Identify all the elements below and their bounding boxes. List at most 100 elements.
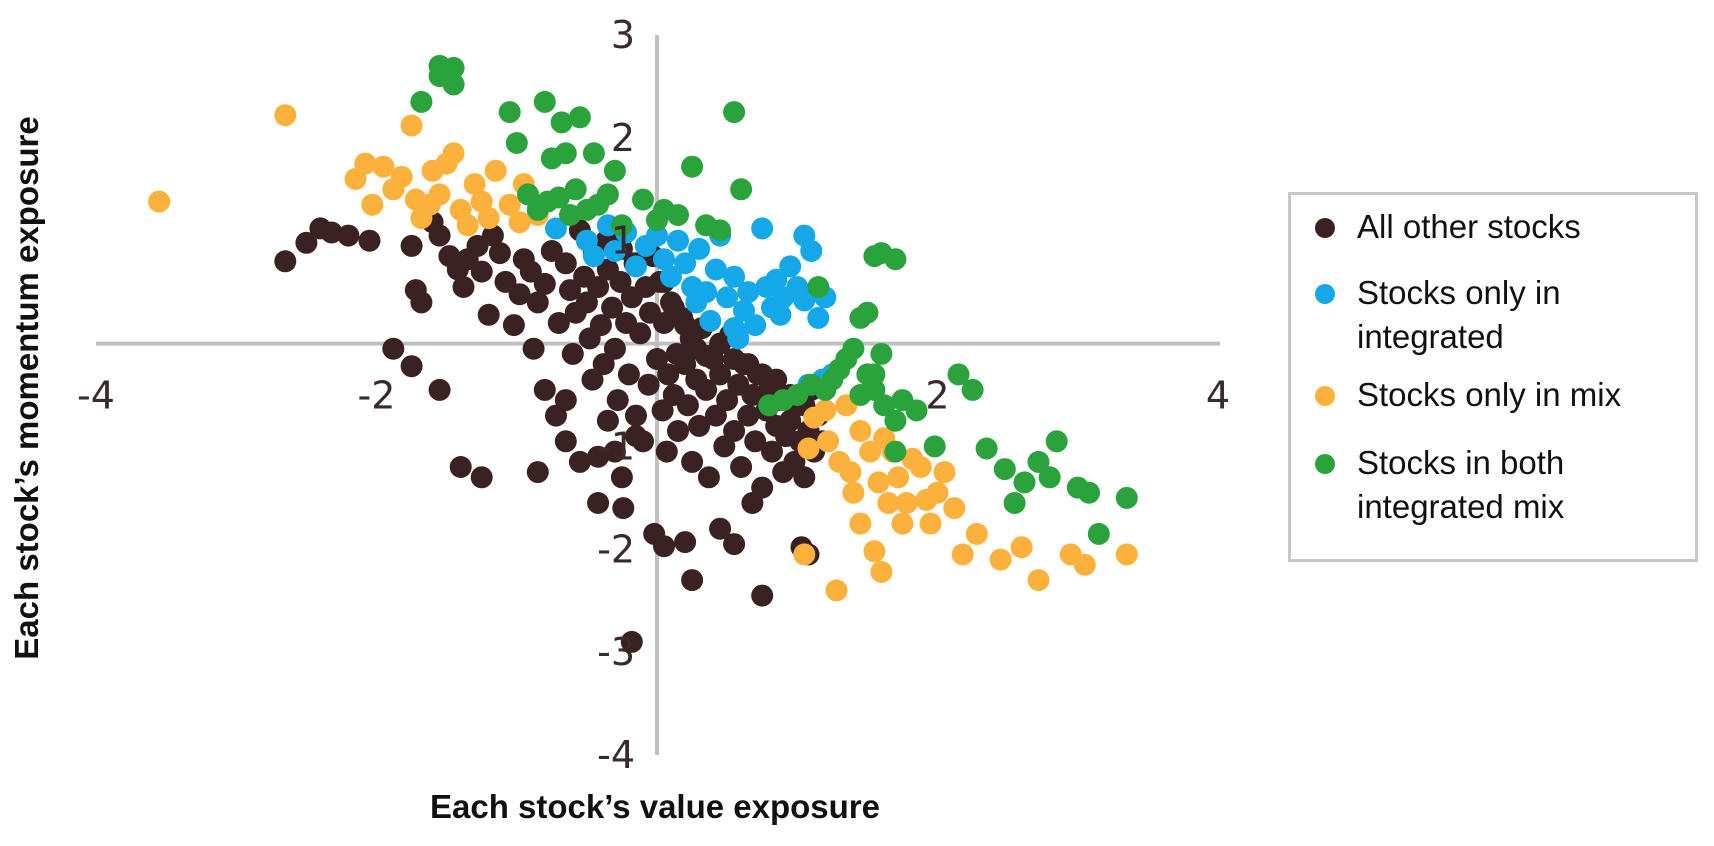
- data-point: [751, 217, 774, 240]
- series-0: [274, 211, 834, 653]
- legend: All other stocks Stocks only in integrate…: [1288, 192, 1698, 562]
- data-point: [554, 252, 577, 275]
- data-point: [1027, 569, 1050, 592]
- data-point: [456, 214, 479, 237]
- y-tick-label: -1: [597, 424, 635, 468]
- data-point: [410, 90, 433, 113]
- data-point: [779, 255, 802, 278]
- data-point: [884, 409, 907, 432]
- data-point: [737, 404, 760, 427]
- data-point: [688, 414, 711, 437]
- data-point: [651, 399, 674, 422]
- data-point: [769, 303, 792, 326]
- data-point: [361, 193, 384, 216]
- data-point: [625, 404, 647, 427]
- data-point: [870, 342, 893, 365]
- data-point: [502, 314, 525, 337]
- data-point: [559, 204, 581, 226]
- data-point: [807, 276, 830, 298]
- data-point: [554, 389, 577, 412]
- data-point: [547, 312, 570, 334]
- data-point: [554, 430, 577, 453]
- data-point: [765, 368, 788, 391]
- points-layer: [148, 54, 1138, 653]
- data-point: [660, 265, 682, 288]
- data-point: [354, 152, 377, 175]
- data-point: [601, 296, 624, 319]
- data-point: [681, 155, 704, 178]
- data-point: [1115, 543, 1138, 566]
- data-point: [508, 283, 531, 306]
- data-point: [730, 456, 753, 478]
- legend-label: Stocks in both integrated mix: [1357, 444, 1565, 525]
- legend-item: Stocks in both integrated mix: [1315, 441, 1687, 529]
- data-point: [463, 173, 486, 196]
- data-point: [807, 306, 830, 329]
- data-point: [449, 456, 472, 478]
- data-point: [709, 517, 732, 540]
- data-point: [498, 193, 521, 216]
- data-point: [1073, 553, 1096, 576]
- data-point: [400, 355, 423, 378]
- data-point: [1045, 430, 1068, 453]
- data-point: [564, 178, 587, 201]
- data-point: [667, 420, 689, 442]
- data-point: [320, 221, 343, 244]
- data-point: [632, 188, 654, 211]
- data-point: [1010, 536, 1033, 559]
- data-point: [884, 248, 907, 271]
- data-point: [887, 466, 910, 489]
- data-point: [559, 279, 581, 302]
- data-point: [442, 142, 465, 165]
- data-point: [488, 242, 511, 265]
- x-axis-title: Each stock’s value exposure: [430, 788, 880, 825]
- data-point: [989, 548, 1012, 571]
- data-point: [477, 207, 500, 230]
- data-point: [596, 409, 619, 432]
- data-point: [730, 178, 753, 201]
- data-point: [825, 579, 848, 602]
- data-point: [849, 512, 872, 535]
- data-point: [470, 260, 493, 283]
- data-point: [884, 440, 907, 463]
- data-point: [870, 560, 893, 583]
- data-point: [685, 291, 708, 314]
- data-point: [470, 190, 493, 213]
- y-tick-label: -3: [597, 630, 635, 674]
- data-point: [337, 224, 360, 247]
- data-point: [943, 497, 966, 520]
- data-point: [508, 211, 531, 234]
- data-point: [587, 492, 610, 514]
- data-point: [863, 363, 886, 386]
- data-point: [653, 535, 675, 558]
- data-point: [575, 198, 598, 221]
- data-point: [1038, 466, 1061, 489]
- axes-group: [96, 35, 1220, 755]
- data-point: [540, 147, 563, 170]
- data-point: [561, 342, 584, 365]
- data-point: [505, 132, 528, 154]
- legend-label: All other stocks: [1357, 208, 1581, 245]
- data-point: [933, 461, 956, 484]
- data-point: [428, 378, 451, 401]
- data-point: [814, 399, 837, 422]
- data-point: [533, 272, 556, 295]
- data-point: [793, 224, 816, 247]
- data-point: [662, 296, 685, 319]
- data-point: [856, 301, 879, 324]
- data-point: [545, 217, 567, 240]
- data-point: [526, 291, 549, 314]
- data-point: [653, 248, 675, 271]
- data-point: [793, 466, 816, 489]
- data-point: [674, 314, 697, 337]
- data-point: [517, 183, 539, 206]
- data-point: [674, 353, 697, 376]
- data-point: [793, 289, 816, 312]
- legend-swatch: [1315, 454, 1335, 474]
- data-point: [951, 543, 974, 566]
- data-point: [905, 399, 928, 422]
- data-point: [587, 276, 610, 298]
- data-point: [410, 291, 433, 314]
- y-tick-label: 3: [611, 13, 635, 57]
